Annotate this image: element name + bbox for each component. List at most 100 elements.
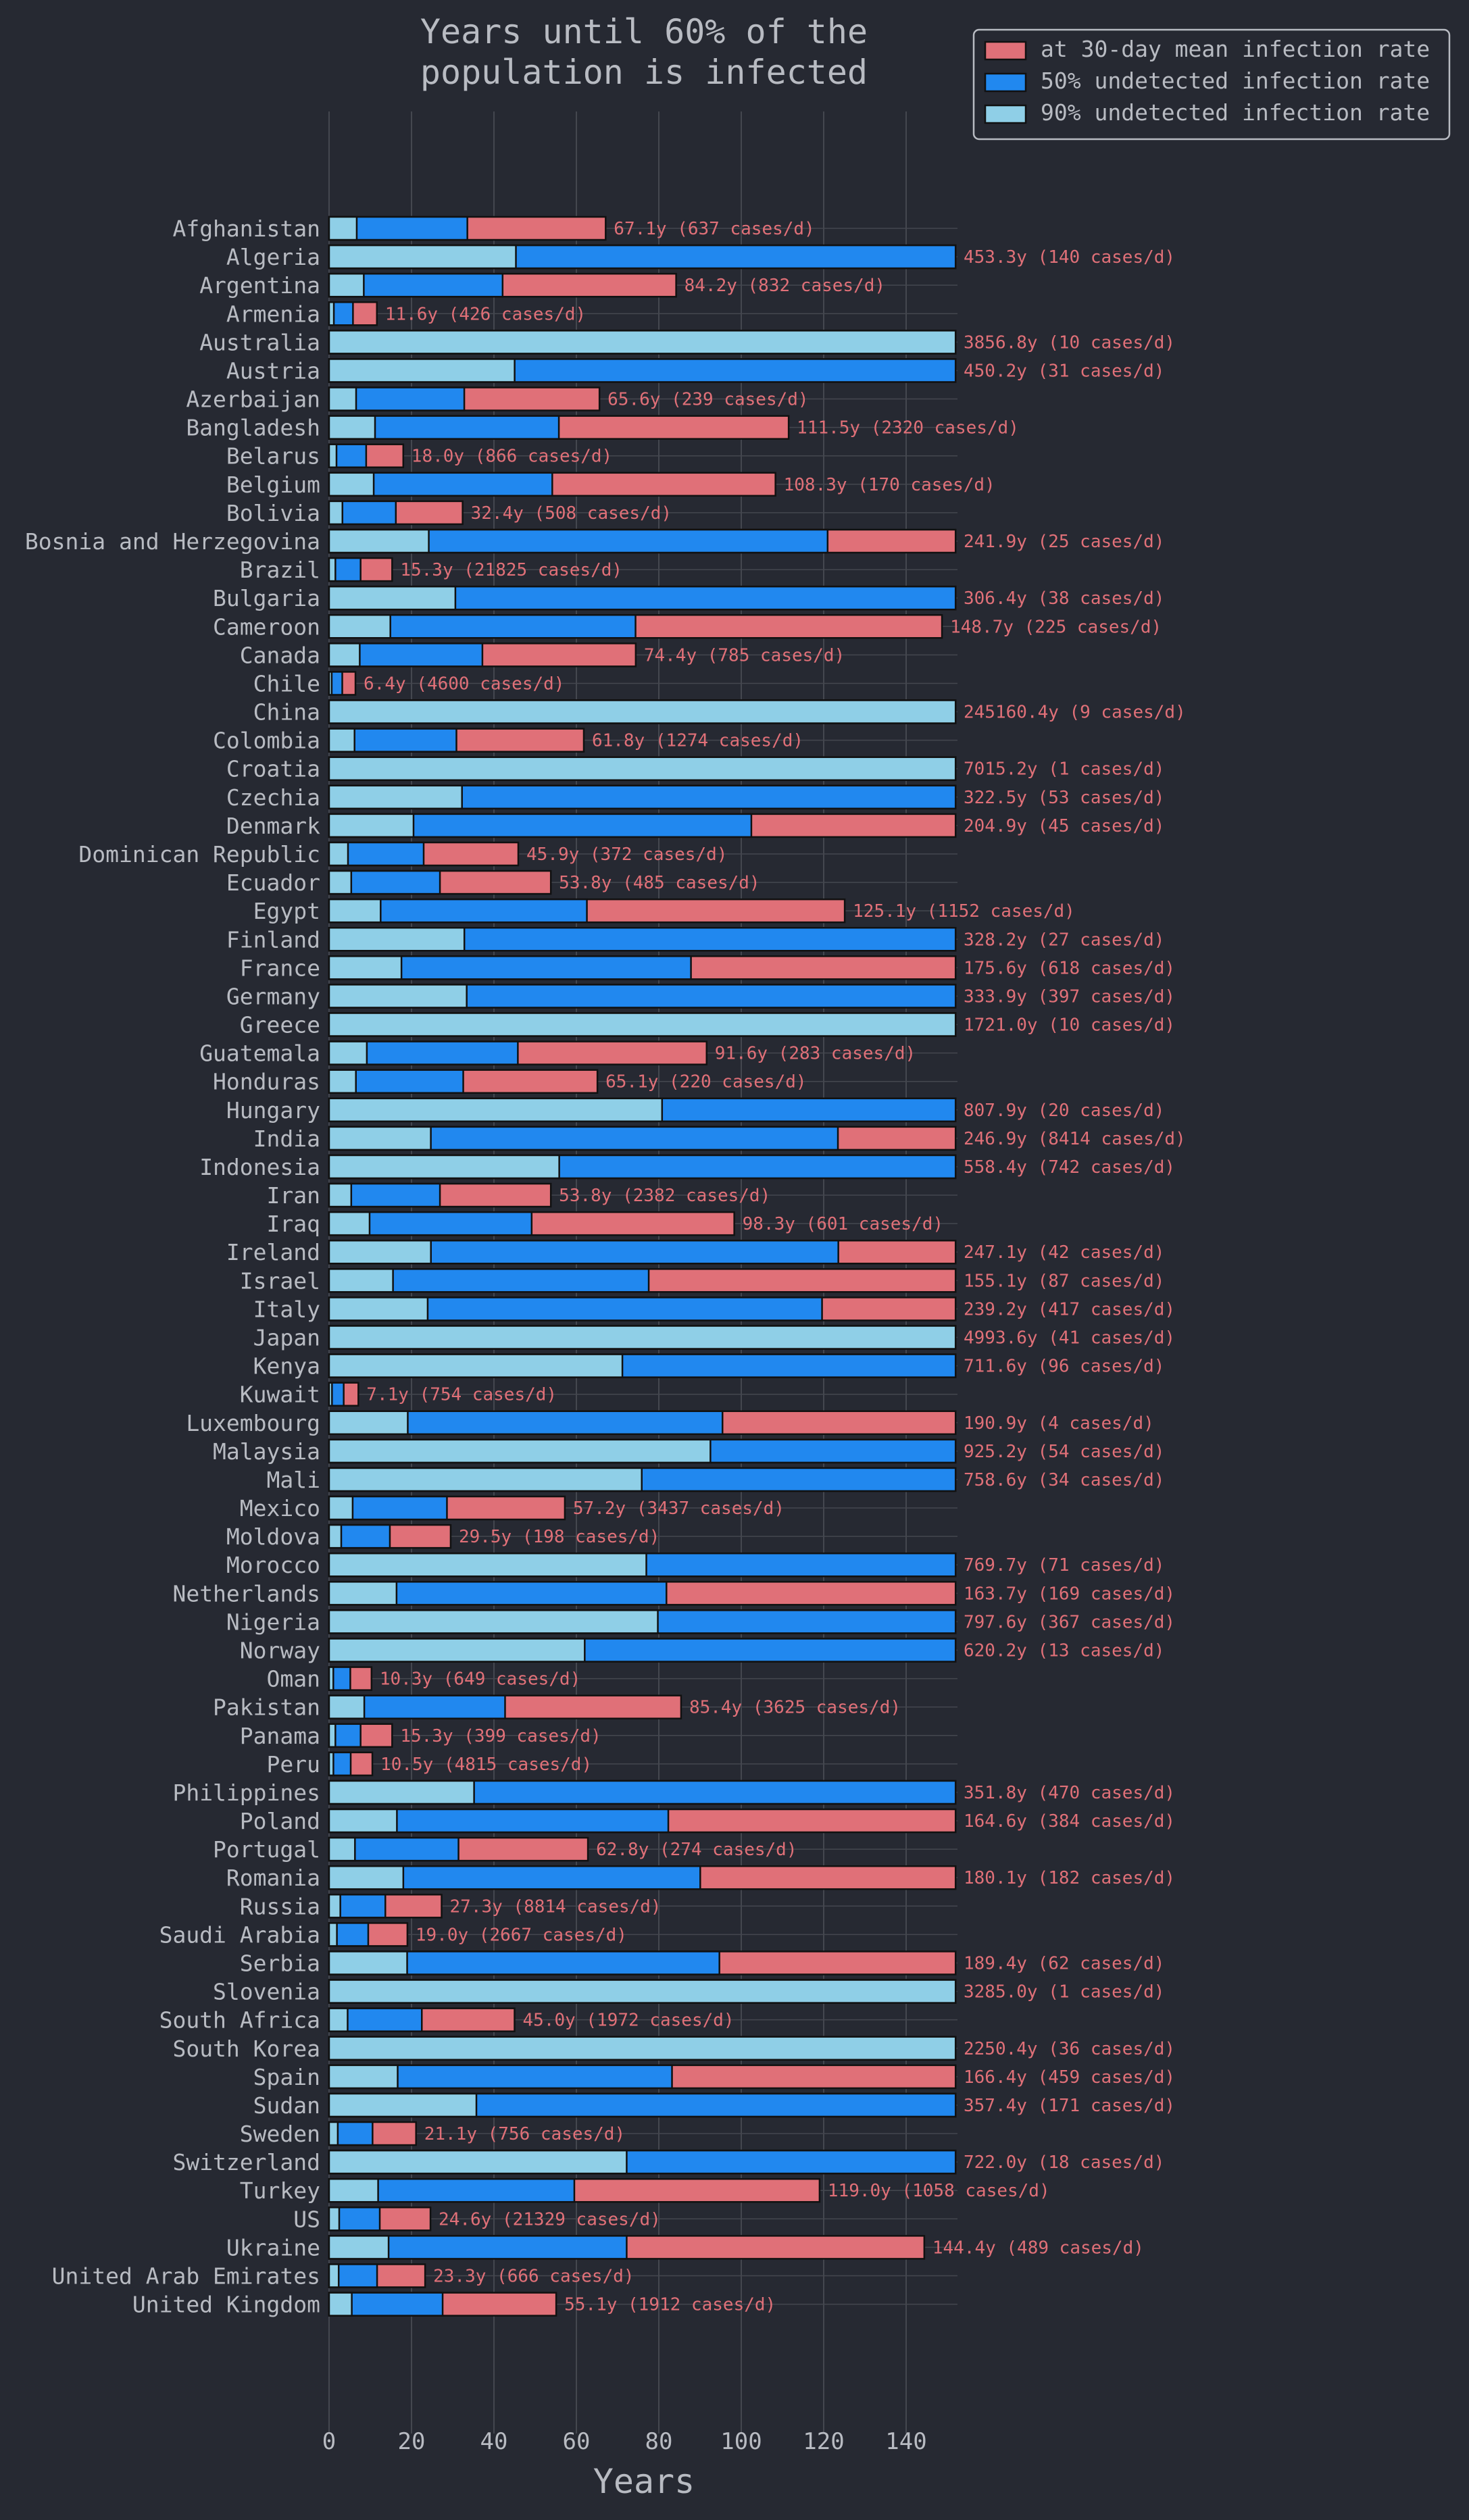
bar-annotation: 7.1y (754 cases/d) <box>366 1385 557 1405</box>
bar-annotation: 797.6y (367 cases/d) <box>964 1612 1175 1632</box>
legend-label: at 30-day mean infection rate <box>1041 36 1430 62</box>
country-label: United Arab Emirates <box>52 2263 320 2289</box>
bar-annotation: 65.1y (220 cases/d) <box>605 1072 806 1092</box>
bar-90-undetected <box>328 443 338 468</box>
country-label: Australia <box>199 329 320 355</box>
bar-annotation: 62.8y (274 cases/d) <box>596 1840 797 1860</box>
bar-annotation: 57.2y (3437 cases/d) <box>573 1498 785 1519</box>
bar-annotation: 4993.6y (41 cases/d) <box>964 1328 1175 1349</box>
bar-annotation: 23.3y (666 cases/d) <box>433 2266 634 2286</box>
bar-90-undetected <box>328 1211 371 1236</box>
bar-annotation: 190.9y (4 cases/d) <box>964 1413 1154 1434</box>
country-label: Honduras <box>213 1069 320 1095</box>
bar-annotation: 155.1y (87 cases/d) <box>964 1271 1164 1291</box>
bar-annotation: 333.9y (397 cases/d) <box>964 986 1175 1007</box>
bar-90-undetected <box>328 1012 957 1037</box>
bar-90-undetected <box>328 984 468 1009</box>
bar-90-undetected <box>328 1694 366 1719</box>
bar-90-undetected <box>328 2064 399 2090</box>
bar-90-undetected <box>328 244 517 270</box>
country-label: Ukraine <box>226 2234 320 2261</box>
bar-annotation: 3285.0y (1 cases/d) <box>964 1982 1164 2002</box>
bar-annotation: 24.6y (21329 cases/d) <box>439 2209 661 2229</box>
bar-90-undetected <box>328 272 365 298</box>
country-label: Greece <box>240 1012 320 1038</box>
bar-90-undetected <box>328 1581 398 1606</box>
bar-90-undetected <box>328 1467 643 1492</box>
country-label: Bosnia and Herzegovina <box>25 528 320 555</box>
bar-annotation: 15.3y (399 cases/d) <box>400 1726 601 1746</box>
bar-annotation: 2250.4y (36 cases/d) <box>964 2039 1175 2059</box>
country-label: Mexico <box>240 1495 320 1521</box>
country-label: Argentina <box>199 272 320 299</box>
x-tick-label: 60 <box>563 2428 591 2455</box>
country-label: India <box>253 1126 320 1152</box>
bar-90-undetected <box>328 1353 624 1378</box>
country-label: Afghanistan <box>172 216 320 242</box>
bar-annotation: 111.5y (2320 cases/d) <box>797 418 1019 438</box>
country-label: Hungary <box>226 1097 320 1124</box>
bar-90-undetected <box>328 1950 408 1975</box>
country-label: Panama <box>240 1723 320 1749</box>
country-label: Finland <box>226 926 320 953</box>
bar-90-undetected <box>328 898 382 924</box>
bar-90-undetected <box>328 330 957 355</box>
country-label: Indonesia <box>199 1154 320 1180</box>
country-label: Denmark <box>226 813 320 839</box>
bar-90-undetected <box>328 2149 628 2175</box>
bar-90-undetected <box>328 1325 957 1350</box>
bar-90-undetected <box>328 1922 338 1947</box>
country-label: Kuwait <box>240 1382 320 1408</box>
country-label: Mali <box>267 1467 320 1493</box>
bar-90-undetected <box>328 2235 390 2260</box>
bar-annotation: 91.6y (283 cases/d) <box>715 1044 916 1064</box>
country-label: Azerbaijan <box>186 386 320 413</box>
bar-90-undetected <box>328 927 466 952</box>
bar-annotation: 10.5y (4815 cases/d) <box>380 1755 592 1775</box>
bar-annotation: 246.9y (8414 cases/d) <box>964 1129 1186 1149</box>
bar-90-undetected <box>328 784 463 810</box>
bar-annotation: 11.6y (426 cases/d) <box>385 304 586 324</box>
bar-90-undetected <box>328 1495 354 1521</box>
bar-annotation: 108.3y (170 cases/d) <box>784 475 995 495</box>
bar-90-undetected <box>328 1808 398 1834</box>
bar-annotation: 7015.2y (1 cases/d) <box>964 759 1164 780</box>
country-label: Sweden <box>240 2121 320 2147</box>
bar-90-undetected <box>328 528 430 554</box>
bar-annotation: 148.7y (225 cases/d) <box>950 617 1162 637</box>
bar-90-undetected <box>328 2292 353 2317</box>
bar-90-undetected <box>328 699 957 724</box>
country-label: Iraq <box>267 1211 320 1237</box>
bar-annotation: 722.0y (18 cases/d) <box>964 2152 1164 2173</box>
bar-90-undetected <box>328 841 349 867</box>
bar-90-undetected <box>328 2121 339 2146</box>
bar-annotation: 45.0y (1972 cases/d) <box>523 2011 734 2031</box>
bar-90-undetected <box>328 642 361 667</box>
legend-swatch <box>984 104 1027 124</box>
legend-box <box>972 28 1451 141</box>
bar-annotation: 351.8y (470 cases/d) <box>964 1783 1175 1803</box>
country-label: Norway <box>240 1638 320 1664</box>
x-tick-label: 140 <box>885 2428 926 2455</box>
country-label: Switzerland <box>172 2149 320 2175</box>
x-tick-label: 20 <box>398 2428 426 2455</box>
bar-90-undetected <box>328 358 516 383</box>
country-label: United Kingdom <box>132 2292 320 2318</box>
bar-annotation: 125.1y (1152 cases/d) <box>853 901 1075 922</box>
bar-90-undetected <box>328 1410 409 1436</box>
country-label: Brazil <box>240 557 320 583</box>
legend-label: 90% undetected infection rate <box>1041 99 1430 126</box>
country-label: US <box>293 2206 320 2232</box>
bar-annotation: 144.4y (489 cases/d) <box>932 2238 1144 2258</box>
chart-title: Years until 60% of the <box>420 12 868 51</box>
country-label: Dominican Republic <box>78 841 320 867</box>
bar-annotation: 239.2y (417 cases/d) <box>964 1299 1175 1319</box>
country-label: Chile <box>253 670 320 697</box>
country-label: Germany <box>226 983 320 1009</box>
bar-annotation: 65.6y (239 cases/d) <box>607 390 808 410</box>
country-label: Bolivia <box>226 500 320 526</box>
bar-90-undetected <box>328 1751 334 1777</box>
bar-annotation: 61.8y (1274 cases/d) <box>592 731 803 751</box>
bar-90-undetected <box>328 1780 475 1805</box>
